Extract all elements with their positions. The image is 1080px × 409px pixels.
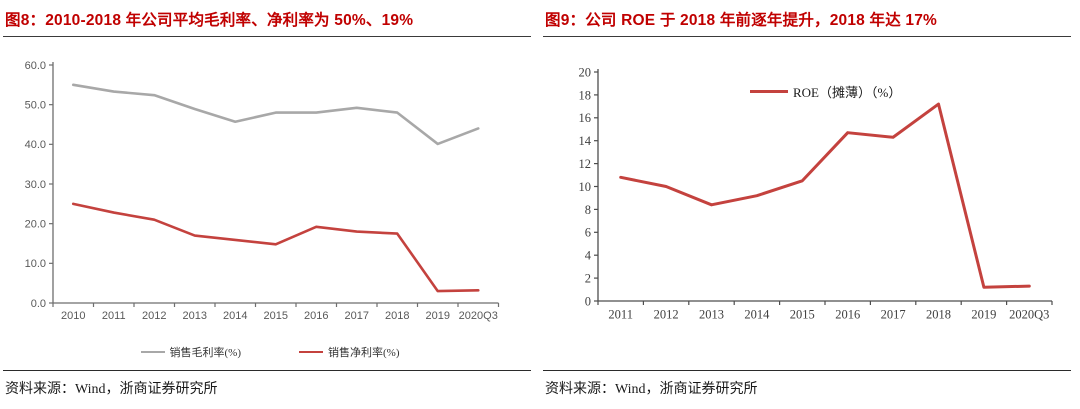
x-axis-tick-label: 2012 [142, 310, 166, 322]
y-axis-tick-label: 8 [585, 203, 591, 217]
x-axis-tick-label: 2016 [835, 308, 860, 322]
y-axis-tick-label: 12 [579, 157, 592, 171]
legend-label: ROE（摊薄）（%） [793, 85, 902, 100]
x-axis-tick-label: 2017 [345, 310, 369, 322]
y-axis-tick-label: 20.0 [25, 219, 46, 231]
series-line-ROE（摊薄）（%） [619, 102, 1031, 289]
x-axis-tick-label: 2014 [744, 308, 770, 322]
x-axis-tick-label: 2016 [304, 310, 328, 322]
legend-line-swatch [299, 350, 323, 354]
legend-label: 销售毛利率(%) [169, 347, 242, 359]
x-axis-tick-label: 2013 [183, 310, 207, 322]
y-axis-tick-label: 16 [579, 111, 592, 125]
x-axis-tick-label: 2018 [926, 308, 951, 322]
figure8-title-rule [3, 36, 531, 37]
y-axis-tick-label: 14 [579, 134, 592, 148]
figure9-legend: ROE（摊薄）（%） [750, 82, 901, 101]
series-line-销售毛利率(%) [71, 83, 480, 146]
y-axis-tick-label: 10.0 [25, 258, 46, 270]
x-axis-tick-label: 2011 [608, 308, 633, 322]
figure8-panel: 图8：2010-2018 年公司平均毛利率、净利率为 50%、19% 0.0 10… [0, 12, 540, 397]
y-axis-tick-label: 18 [579, 88, 592, 102]
figure9-title: 图9：公司 ROE 于 2018 年前逐年提升，2018 年达 17% [545, 12, 938, 29]
x-axis-tick-label: 2013 [699, 308, 724, 322]
y-axis-tick-label: 4 [585, 249, 592, 263]
legend-item: ROE（摊薄）（%） [750, 82, 901, 101]
y-axis-tick-label: 40.0 [25, 139, 46, 151]
figure9-title-rule [543, 36, 1071, 37]
figure9-source: 资料来源：Wind，浙商证券研究所 [545, 382, 758, 397]
figure9-line-chart: 0 2 4 6 8 10 12 14 16 18 20 2011 2012 2013 2014 2015 201… [579, 65, 1053, 322]
figure8-source: 资料来源：Wind，浙商证券研究所 [5, 382, 218, 397]
figure9-panel: 图9：公司 ROE 于 2018 年前逐年提升，2018 年达 17% 0 2 4 6… [540, 0, 1080, 409]
y-axis-tick-label: 10 [579, 180, 592, 194]
legend-line-swatch [750, 90, 788, 93]
y-axis-tick-label: 20 [579, 65, 592, 79]
x-axis-tick-label: 2014 [223, 310, 247, 322]
x-axis-tick-label: 2010 [61, 310, 85, 322]
x-axis-tick-label: 2015 [264, 310, 288, 322]
x-axis-tick-label: 2018 [385, 310, 409, 322]
x-axis-tick-label: 2019 [426, 310, 450, 322]
x-axis-tick-label: 2017 [881, 308, 906, 322]
legend-item: 销售毛利率(%) [140, 344, 242, 360]
x-axis-tick-label: 2012 [654, 308, 679, 322]
y-axis-tick-label: 60.0 [25, 60, 46, 72]
figure8-line-chart: 0.0 10.0 20.0 30.0 40.0 50.0 60.0 2010 2011 2012 2… [25, 60, 500, 322]
y-axis-tick-label: 30.0 [25, 179, 46, 191]
y-axis-tick-label: 50.0 [25, 100, 46, 112]
legend-line-swatch [140, 350, 165, 354]
x-axis-tick-label: 2011 [102, 310, 126, 322]
y-axis-tick-label: 2 [585, 271, 591, 285]
x-axis-tick-label: 2015 [790, 308, 815, 322]
legend-label: 销售净利率(%) [328, 347, 400, 359]
x-axis-tick-label: 2020Q3 [459, 310, 498, 322]
y-axis-tick-label: 6 [585, 226, 591, 240]
legend-item: 销售净利率(%) [299, 344, 400, 360]
x-axis-tick-label: 2019 [971, 308, 996, 322]
y-axis-tick-label: 0 [585, 294, 591, 308]
series-line-销售净利率(%) [71, 202, 480, 293]
figure9-source-rule [543, 370, 1071, 371]
figure8-source-rule [3, 370, 531, 371]
y-axis-tick-label: 0.0 [31, 298, 46, 310]
figure8-legend: 销售毛利率(%) 销售净利率(%) [0, 344, 540, 360]
figure8-title: 图8：2010-2018 年公司平均毛利率、净利率为 50%、19% [5, 12, 414, 29]
x-axis-tick-label: 2020Q3 [1009, 308, 1049, 322]
